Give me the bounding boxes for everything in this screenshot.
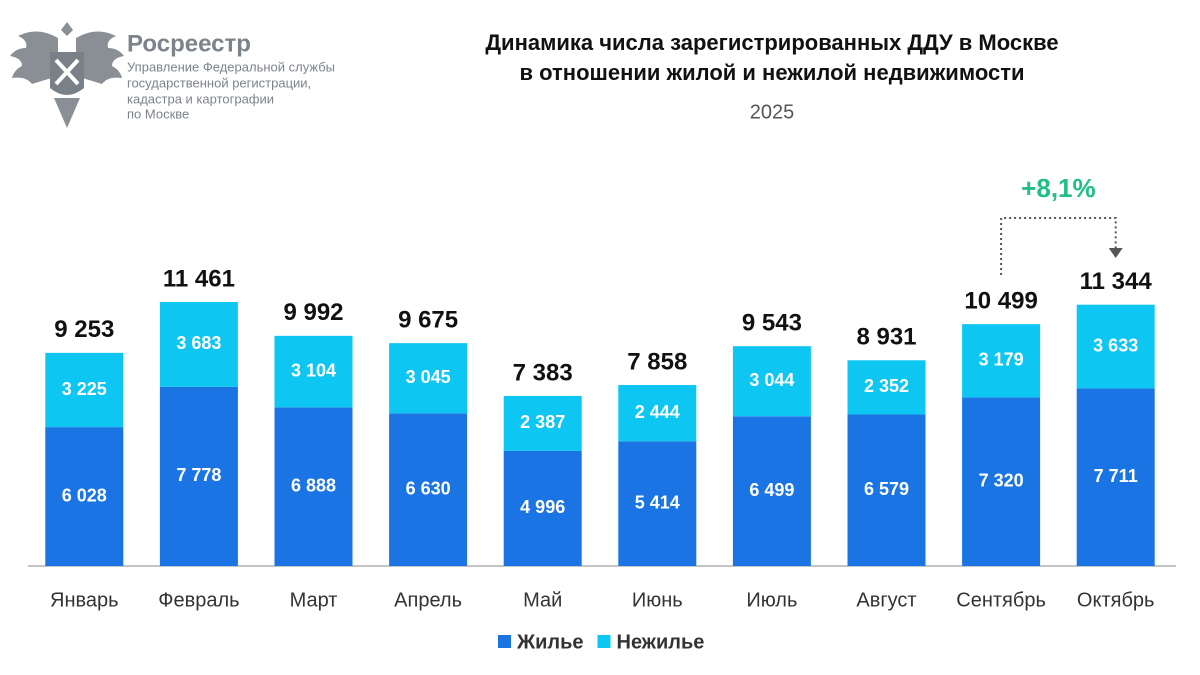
value-label: 6 499 — [749, 480, 794, 500]
bar-segment — [962, 397, 1041, 566]
chart-title: в отношении жилой и нежилой недвижимости — [519, 60, 1024, 85]
total-label: 7 858 — [627, 348, 687, 375]
bar-segment — [503, 450, 582, 566]
value-label: 2 352 — [864, 376, 909, 396]
legend-label: Нежилье — [617, 631, 705, 653]
annotation-arrow — [1000, 217, 1117, 275]
bar-segment — [503, 395, 582, 451]
chart-subtitle: 2025 — [750, 101, 795, 123]
bar-segment — [1076, 304, 1155, 389]
legend-swatch — [597, 635, 611, 648]
value-label: 6 888 — [291, 475, 336, 495]
total-label: 9 253 — [54, 316, 114, 343]
value-label: 3 044 — [749, 370, 794, 390]
value-label: 2 444 — [635, 402, 680, 422]
logo-line: Управление Федеральной службы — [127, 59, 335, 74]
total-label: 7 383 — [513, 359, 573, 386]
bar-segment — [389, 413, 468, 566]
bar-segment — [274, 335, 353, 408]
logo-name: Росреестр — [127, 30, 251, 57]
bar-segment — [389, 343, 468, 414]
value-label: 7 711 — [1094, 466, 1138, 486]
x-tick-label: Февраль — [158, 589, 239, 611]
total-label: 8 931 — [856, 324, 916, 351]
value-label: 3 179 — [979, 350, 1024, 370]
legend-swatch — [498, 635, 511, 648]
x-tick-label: Август — [856, 589, 916, 611]
bar-segment — [732, 416, 811, 566]
logo-emblem — [10, 22, 124, 128]
total-label: 11 461 — [163, 265, 235, 292]
bar-segment — [274, 407, 353, 566]
total-label: 9 992 — [283, 299, 343, 326]
logo-line: государственной регистрации, — [127, 75, 311, 90]
value-label: 3 104 — [291, 360, 336, 380]
value-label: 6 630 — [406, 478, 451, 498]
x-tick-label: Март — [290, 589, 338, 611]
value-label: 3 045 — [406, 367, 451, 387]
bar-segment — [159, 302, 238, 387]
bar-segment — [618, 384, 697, 442]
x-tick-label: Октябрь — [1077, 589, 1155, 611]
total-label: 10 499 — [964, 288, 1037, 315]
value-label: 3 225 — [62, 379, 107, 399]
value-label: 7 320 — [979, 470, 1024, 490]
chart-title: Динамика числа зарегистрированных ДДУ в … — [485, 30, 1058, 55]
bar-segment — [45, 427, 124, 566]
x-tick-label: Июль — [746, 589, 797, 611]
bar-segment — [159, 386, 238, 566]
value-label: 3 633 — [1093, 335, 1138, 355]
bar-segment — [45, 352, 124, 428]
total-label: 9 675 — [398, 306, 458, 333]
value-label: 2 387 — [520, 412, 565, 432]
bar-segment — [618, 441, 697, 566]
logo-line: кадастра и картографии — [127, 91, 274, 106]
value-label: 5 414 — [635, 492, 680, 512]
annotation: +8,1% — [1021, 173, 1095, 203]
legend-label: Жилье — [516, 631, 584, 653]
x-tick-label: Сентябрь — [956, 589, 1046, 611]
bar-segment — [847, 414, 926, 566]
bar-segment — [732, 346, 811, 417]
x-tick-label: Апрель — [394, 589, 462, 611]
x-tick-label: Июнь — [632, 589, 683, 611]
total-label: 9 543 — [742, 310, 802, 337]
x-tick-label: Май — [523, 589, 562, 611]
annotation-arrowhead — [1108, 248, 1123, 258]
value-label: 6 579 — [864, 479, 909, 499]
bar-segment — [1076, 388, 1155, 566]
value-label: 3 683 — [176, 333, 221, 353]
total-label: 11 344 — [1080, 268, 1153, 295]
x-tick-label: Январь — [50, 589, 119, 611]
bar-segment — [847, 360, 926, 415]
bar-segment — [962, 324, 1041, 398]
value-label: 4 996 — [520, 497, 565, 517]
value-label: 6 028 — [62, 485, 107, 505]
value-label: 7 778 — [176, 465, 221, 485]
logo-line: по Москве — [127, 106, 189, 121]
